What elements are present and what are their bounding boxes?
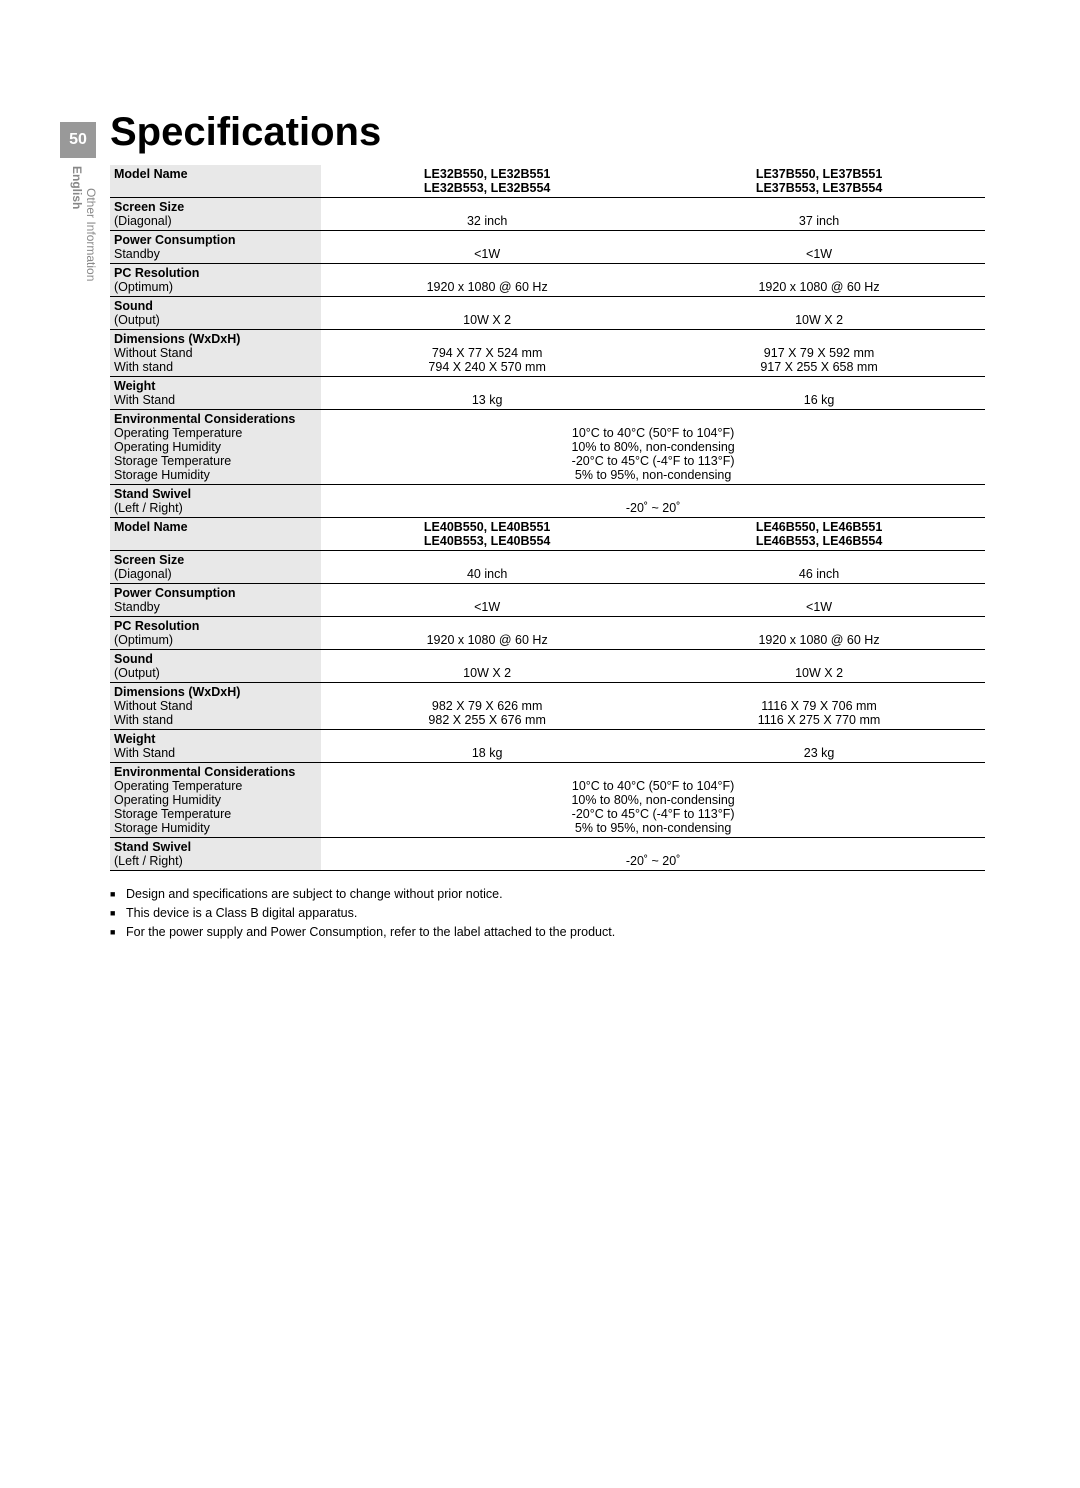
spec-value: 1920 x 1080 @ 60 Hz: [321, 617, 653, 650]
table-row: PC Resolution(Optimum)1920 x 1080 @ 60 H…: [110, 264, 985, 297]
table-row: WeightWith Stand18 kg23 kg: [110, 730, 985, 763]
spec-label: PC Resolution(Optimum): [110, 617, 321, 650]
model-col1: LE40B550, LE40B551LE40B553, LE40B554: [321, 518, 653, 551]
spec-value: 10W X 2: [321, 650, 653, 683]
spec-value-merged: 10°C to 40°C (50°F to 104°F)10% to 80%, …: [321, 410, 985, 485]
spec-value: <1W: [321, 231, 653, 264]
spec-value: 16 kg: [653, 377, 985, 410]
note-item: This device is a Class B digital apparat…: [110, 904, 985, 923]
spec-label: Power ConsumptionStandby: [110, 584, 321, 617]
spec-value-merged: -20˚ ~ 20˚: [321, 485, 985, 518]
spec-value: <1W: [653, 231, 985, 264]
spec-label: WeightWith Stand: [110, 377, 321, 410]
table-row: Model NameLE40B550, LE40B551LE40B553, LE…: [110, 518, 985, 551]
section-label: Other Information: [84, 188, 98, 281]
note-item: For the power supply and Power Consumpti…: [110, 923, 985, 942]
page-title: Specifications: [110, 110, 985, 155]
table-row: Power ConsumptionStandby<1W<1W: [110, 231, 985, 264]
spec-value: 917 X 79 X 592 mm917 X 255 X 658 mm: [653, 330, 985, 377]
table-row: Sound(Output)10W X 210W X 2: [110, 297, 985, 330]
spec-table: Model NameLE40B550, LE40B551LE40B553, LE…: [110, 518, 985, 871]
table-row: Screen Size(Diagonal)32 inch37 inch: [110, 198, 985, 231]
spec-label: Screen Size(Diagonal): [110, 198, 321, 231]
sidebar: 50 English Other Information: [60, 122, 96, 281]
model-col2: LE46B550, LE46B551LE46B553, LE46B554: [653, 518, 985, 551]
notes-list: Design and specifications are subject to…: [110, 885, 985, 941]
model-name-label: Model Name: [110, 518, 321, 551]
table-row: Screen Size(Diagonal)40 inch46 inch: [110, 551, 985, 584]
spec-table: Model NameLE32B550, LE32B551LE32B553, LE…: [110, 165, 985, 518]
table-row: Environmental ConsiderationsOperating Te…: [110, 763, 985, 838]
table-row: Sound(Output)10W X 210W X 2: [110, 650, 985, 683]
spec-value: 982 X 79 X 626 mm982 X 255 X 676 mm: [321, 683, 653, 730]
spec-value: 10W X 2: [653, 297, 985, 330]
table-row: Dimensions (WxDxH)Without StandWith stan…: [110, 683, 985, 730]
spec-label: Stand Swivel(Left / Right): [110, 838, 321, 871]
spec-value: 794 X 77 X 524 mm794 X 240 X 570 mm: [321, 330, 653, 377]
spec-value: 1920 x 1080 @ 60 Hz: [321, 264, 653, 297]
note-item: Design and specifications are subject to…: [110, 885, 985, 904]
spec-value: 10W X 2: [653, 650, 985, 683]
spec-value: 13 kg: [321, 377, 653, 410]
side-label: English Other Information: [70, 166, 98, 281]
spec-value: 1920 x 1080 @ 60 Hz: [653, 617, 985, 650]
spec-label: Stand Swivel(Left / Right): [110, 485, 321, 518]
table-row: Dimensions (WxDxH)Without StandWith stan…: [110, 330, 985, 377]
spec-value: 10W X 2: [321, 297, 653, 330]
spec-label: WeightWith Stand: [110, 730, 321, 763]
spec-label: Sound(Output): [110, 650, 321, 683]
spec-value: <1W: [653, 584, 985, 617]
table-row: WeightWith Stand13 kg16 kg: [110, 377, 985, 410]
spec-label: Dimensions (WxDxH)Without StandWith stan…: [110, 683, 321, 730]
spec-value: 23 kg: [653, 730, 985, 763]
table-row: Stand Swivel(Left / Right)-20˚ ~ 20˚: [110, 485, 985, 518]
spec-value: 18 kg: [321, 730, 653, 763]
spec-value: 1116 X 79 X 706 mm1116 X 275 X 770 mm: [653, 683, 985, 730]
spec-value: 32 inch: [321, 198, 653, 231]
spec-tables: Model NameLE32B550, LE32B551LE32B553, LE…: [110, 165, 985, 871]
spec-label: Screen Size(Diagonal): [110, 551, 321, 584]
table-row: Model NameLE32B550, LE32B551LE32B553, LE…: [110, 165, 985, 198]
spec-label: PC Resolution(Optimum): [110, 264, 321, 297]
spec-value: 46 inch: [653, 551, 985, 584]
table-row: Environmental ConsiderationsOperating Te…: [110, 410, 985, 485]
language-label: English: [70, 166, 84, 209]
model-col2: LE37B550, LE37B551LE37B553, LE37B554: [653, 165, 985, 198]
spec-value: 1920 x 1080 @ 60 Hz: [653, 264, 985, 297]
spec-label: Power ConsumptionStandby: [110, 231, 321, 264]
table-row: PC Resolution(Optimum)1920 x 1080 @ 60 H…: [110, 617, 985, 650]
spec-value: 37 inch: [653, 198, 985, 231]
spec-value: <1W: [321, 584, 653, 617]
table-row: Stand Swivel(Left / Right)-20˚ ~ 20˚: [110, 838, 985, 871]
spec-value-merged: 10°C to 40°C (50°F to 104°F)10% to 80%, …: [321, 763, 985, 838]
model-col1: LE32B550, LE32B551LE32B553, LE32B554: [321, 165, 653, 198]
spec-label: Environmental ConsiderationsOperating Te…: [110, 410, 321, 485]
spec-label: Dimensions (WxDxH)Without StandWith stan…: [110, 330, 321, 377]
spec-value-merged: -20˚ ~ 20˚: [321, 838, 985, 871]
spec-label: Environmental ConsiderationsOperating Te…: [110, 763, 321, 838]
table-row: Power ConsumptionStandby<1W<1W: [110, 584, 985, 617]
page-number: 50: [60, 122, 96, 158]
model-name-label: Model Name: [110, 165, 321, 198]
spec-label: Sound(Output): [110, 297, 321, 330]
spec-value: 40 inch: [321, 551, 653, 584]
